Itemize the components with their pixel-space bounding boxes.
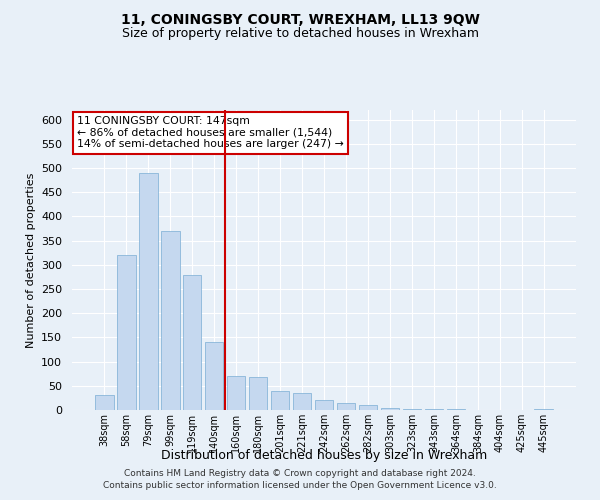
Bar — [205, 342, 223, 410]
Text: Size of property relative to detached houses in Wrexham: Size of property relative to detached ho… — [121, 28, 479, 40]
Bar — [271, 390, 289, 410]
Bar — [359, 405, 377, 410]
Text: 11 CONINGSBY COURT: 147sqm
← 86% of detached houses are smaller (1,544)
14% of s: 11 CONINGSBY COURT: 147sqm ← 86% of deta… — [77, 116, 344, 149]
Y-axis label: Number of detached properties: Number of detached properties — [26, 172, 35, 348]
Bar — [425, 409, 443, 410]
Text: Distribution of detached houses by size in Wrexham: Distribution of detached houses by size … — [161, 448, 487, 462]
Text: 11, CONINGSBY COURT, WREXHAM, LL13 9QW: 11, CONINGSBY COURT, WREXHAM, LL13 9QW — [121, 12, 479, 26]
Bar — [139, 173, 158, 410]
Bar — [337, 403, 355, 410]
Bar — [249, 377, 268, 410]
Bar — [380, 408, 399, 410]
Bar — [535, 409, 553, 410]
Bar — [161, 231, 179, 410]
Text: Contains public sector information licensed under the Open Government Licence v3: Contains public sector information licen… — [103, 481, 497, 490]
Bar — [117, 255, 136, 410]
Bar — [95, 396, 113, 410]
Bar — [403, 408, 421, 410]
Bar — [446, 409, 465, 410]
Bar — [227, 376, 245, 410]
Bar — [183, 274, 202, 410]
Bar — [314, 400, 334, 410]
Bar — [293, 393, 311, 410]
Text: Contains HM Land Registry data © Crown copyright and database right 2024.: Contains HM Land Registry data © Crown c… — [124, 468, 476, 477]
